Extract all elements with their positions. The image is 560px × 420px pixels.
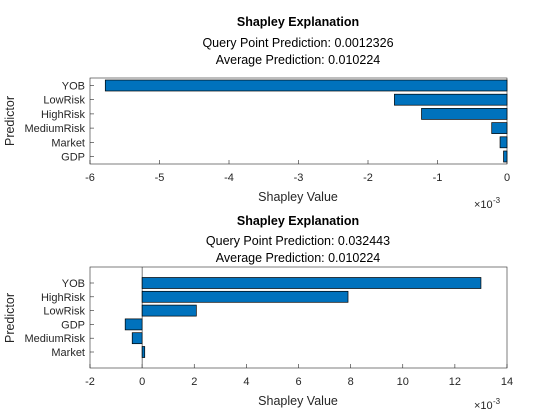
x-tick-label: -1 <box>433 172 443 184</box>
x-tick-label: 4 <box>243 376 249 388</box>
y-tick-label: GDP <box>61 152 85 164</box>
chart-1: Shapley Explanation Query Point Predictio… <box>3 15 510 211</box>
x-exponent-power: -3 <box>493 397 501 406</box>
bar-mediumrisk <box>491 122 508 134</box>
bar-lowrisk <box>394 93 508 106</box>
x-exponent-base: ×10 <box>474 199 493 211</box>
bar-gdp <box>503 150 508 163</box>
y-tick-label: Market <box>51 347 85 359</box>
y-tick-label: MediumRisk <box>24 333 85 345</box>
y-tick-label: GDP <box>61 319 85 331</box>
y-axis-label: Predictor <box>3 96 17 146</box>
bar-yob <box>104 79 508 92</box>
y-tick-label: LowRisk <box>43 95 85 107</box>
y-axis-label: Predictor <box>3 293 17 343</box>
y-tick-label: HighRisk <box>41 292 86 304</box>
chart-subtitle-average: Average Prediction: 0.010224 <box>216 53 381 67</box>
y-tick-label: HighRisk <box>41 109 86 121</box>
x-axis-label: Shapley Value <box>258 190 338 204</box>
x-tick-label: 12 <box>449 376 461 388</box>
bar-highrisk <box>421 108 508 120</box>
y-tick-label: YOB <box>62 81 85 93</box>
bar-market <box>499 136 508 149</box>
x-tick-label: 8 <box>348 376 354 388</box>
bar-gdp <box>124 318 143 331</box>
bar-highrisk <box>141 290 349 303</box>
y-tick-label: YOB <box>62 278 85 290</box>
x-tick-label: 6 <box>295 376 301 388</box>
x-tick-label: -3 <box>294 172 304 184</box>
x-exponent-base: ×10 <box>474 400 493 412</box>
x-exponent-power: -3 <box>493 196 501 205</box>
chart-title: Shapley Explanation <box>237 214 359 228</box>
x-tick-label: 0 <box>139 376 145 388</box>
chart-title: Shapley Explanation <box>237 15 359 29</box>
chart-2: Shapley Explanation Query Point Predictio… <box>3 214 513 412</box>
y-tick-label: MediumRisk <box>24 123 85 135</box>
bar-yob <box>141 277 482 289</box>
x-tick-label: 0 <box>504 172 510 184</box>
bar-lowrisk <box>141 304 197 317</box>
x-tick-label: 10 <box>397 376 409 388</box>
y-tick-label: LowRisk <box>43 306 85 318</box>
x-tick-label: -2 <box>363 172 373 184</box>
x-tick-label: 2 <box>191 376 197 388</box>
bar-market <box>141 346 146 358</box>
chart-subtitle-average: Average Prediction: 0.010224 <box>216 251 381 265</box>
chart-subtitle-query: Query Point Prediction: 0.0012326 <box>202 36 393 50</box>
x-tick-label: -5 <box>155 172 165 184</box>
chart-subtitle-query: Query Point Prediction: 0.032443 <box>206 234 390 248</box>
y-tick-label: Market <box>51 137 85 149</box>
x-axis-label: Shapley Value <box>258 394 338 408</box>
x-tick-label: -6 <box>85 172 95 184</box>
x-tick-label: 14 <box>501 376 513 388</box>
x-tick-label: -4 <box>224 172 234 184</box>
x-tick-label: -2 <box>85 376 95 388</box>
bar-mediumrisk <box>131 332 143 345</box>
plot-area <box>89 77 508 165</box>
